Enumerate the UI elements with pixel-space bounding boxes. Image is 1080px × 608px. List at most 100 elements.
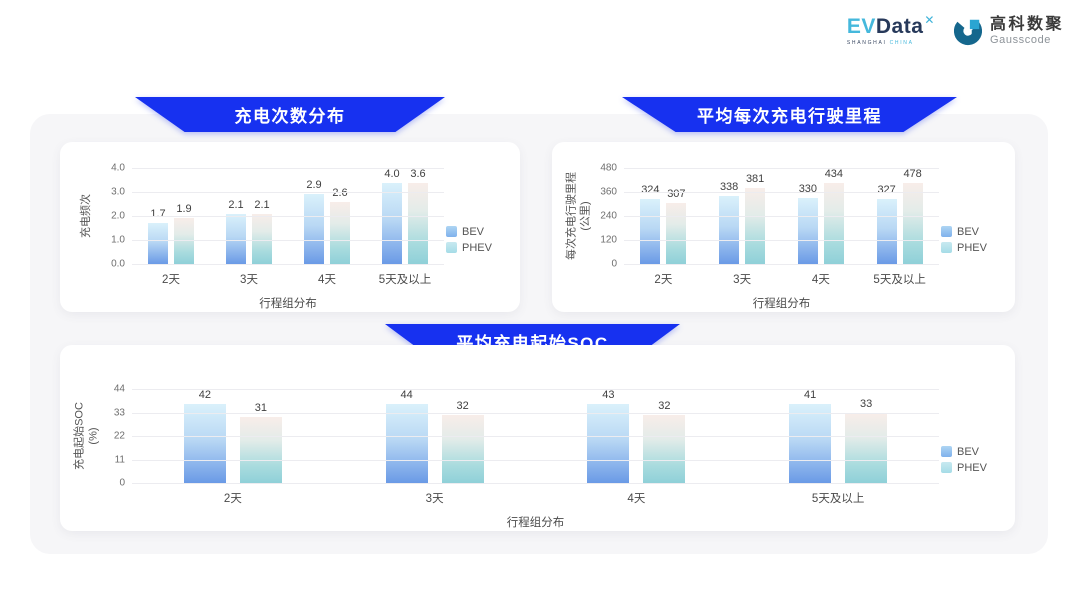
bar-value-label: 31 <box>254 401 267 414</box>
bar-wrap: 3.6 <box>408 168 428 264</box>
bar-group: 43 32 <box>536 389 738 483</box>
legend-item-bev[interactable]: BEV <box>446 226 506 238</box>
gausscode-en: Gausscode <box>989 33 1052 46</box>
bar-bev-3[interactable] <box>876 198 897 264</box>
bar-wrap: 32 <box>441 389 484 483</box>
legend-swatch-bev <box>941 226 952 237</box>
legend-label: PHEV <box>957 461 987 474</box>
bar-phev-2[interactable] <box>330 201 350 264</box>
evdata-ev-text: EV <box>846 15 876 38</box>
y-tick-label: 4.0 <box>111 162 125 174</box>
bar-bev-2[interactable] <box>304 194 324 264</box>
banner-mileage-per-charge: 平均每次充电行驶里程 <box>622 97 957 132</box>
bar-wrap: 43 <box>587 389 630 483</box>
bar-value-label: 1.9 <box>176 203 192 216</box>
bar-phev-3[interactable] <box>408 183 428 264</box>
bar-bev-0[interactable] <box>640 199 661 264</box>
gridline <box>132 216 444 217</box>
bar-value-label: 2.9 <box>306 179 322 192</box>
x-axis-title: 行程组分布 <box>752 298 811 310</box>
x-tick-label: 2天 <box>162 274 180 286</box>
bar-bev-3[interactable] <box>789 404 832 483</box>
y-tick-label: 3.0 <box>111 186 125 198</box>
y-axis-ticks: 44 33 22 11 0 <box>102 384 132 489</box>
bar-wrap: 1.7 <box>148 168 168 264</box>
y-tick-label: 44 <box>113 383 125 395</box>
bar-group: 42 31 <box>132 389 334 483</box>
bar-value-label: 1.7 <box>150 208 166 221</box>
bar-value-label: 381 <box>745 172 765 185</box>
gridline <box>132 459 939 461</box>
bar-bev-2[interactable] <box>587 404 630 483</box>
gridline <box>132 264 444 265</box>
x-tick-label: 2天 <box>654 274 673 286</box>
bar-bev-1[interactable] <box>385 404 428 483</box>
legend-swatch-bev <box>941 446 952 457</box>
y-tick-label: 2.0 <box>111 210 125 222</box>
gridline <box>132 412 939 414</box>
bar-wrap: 338 <box>719 168 740 264</box>
bar-phev-3[interactable] <box>902 183 923 264</box>
gausscode-logo: 高科数聚 Gausscode <box>953 16 1064 46</box>
legend-item-phev[interactable]: PHEV <box>941 242 1001 254</box>
legend-item-bev[interactable]: BEV <box>941 446 1001 458</box>
gridline <box>132 168 444 169</box>
bar-bev-3[interactable] <box>382 183 402 264</box>
bar-bev-1[interactable] <box>719 196 740 264</box>
bar-group: 44 32 <box>334 389 536 483</box>
legend-item-bev[interactable]: BEV <box>941 226 1001 238</box>
bar-bev-2[interactable] <box>797 198 818 264</box>
y-tick-label: 0 <box>611 258 617 270</box>
chart-card-charging-count: 充电频次 4.0 3.0 2.0 1.0 0.0 1.7 1.9 2.1 2.1 2.9 2.6 4… <box>60 142 520 312</box>
x-tick-label: 2天 <box>223 493 242 505</box>
x-tick-label: 4天 <box>627 493 646 505</box>
bar-group: 1.7 1.9 <box>132 168 210 264</box>
bar-phev-0[interactable] <box>239 416 282 483</box>
bar-value-label: 41 <box>804 389 817 401</box>
brand-header: EVData✕ SHANGHAI CHINA 高科数聚 Gausscode <box>846 14 1064 46</box>
plot-column: 1.7 1.9 2.1 2.1 2.9 2.6 4.0 3.6 2天 3天 4天 5天及以上 行程组… <box>132 168 444 311</box>
y-tick-label: 360 <box>600 186 617 198</box>
chart-card-start-soc: 充电起始SOC (%) 44 33 22 11 0 42 31 44 32 43 32 41 33 2… <box>60 345 1015 531</box>
bar-phev-1[interactable] <box>252 213 272 264</box>
bar-phev-1[interactable] <box>745 187 766 264</box>
x-axis-ticks: 2天 3天 4天 5天及以上 <box>132 271 444 287</box>
x-tick-label: 3天 <box>733 274 752 286</box>
bar-wrap: 2.6 <box>330 168 350 264</box>
y-tick-label: 22 <box>113 430 125 442</box>
legend-item-phev[interactable]: PHEV <box>941 462 1001 474</box>
bar-value-label: 327 <box>877 183 896 196</box>
bar-bev-1[interactable] <box>226 213 246 264</box>
bar-phev-2[interactable] <box>823 183 844 264</box>
bar-group: 338 381 <box>703 168 782 264</box>
gridline <box>624 264 939 265</box>
y-tick-label: 11 <box>114 454 125 465</box>
bar-value-label: 324 <box>641 184 660 197</box>
bar-value-label: 4.0 <box>384 168 400 180</box>
y-axis-title: 充电频次 <box>80 194 93 238</box>
bar-groups: 324 307 338 381 330 434 327 478 <box>624 168 939 264</box>
legend-item-phev[interactable]: PHEV <box>446 242 506 254</box>
bar-groups: 1.7 1.9 2.1 2.1 2.9 2.6 4.0 3.6 <box>132 168 444 264</box>
y-axis-title: 每次充电行驶里程 (公里) <box>565 172 591 260</box>
bar-value-label: 330 <box>798 183 818 195</box>
legend-swatch-phev <box>941 242 952 253</box>
legend: BEV PHEV <box>446 226 506 254</box>
bar-phev-1[interactable] <box>441 414 484 483</box>
plot-area: 324 307 338 381 330 434 327 478 <box>624 168 939 265</box>
y-axis-title-wrap: 每次充电行驶里程 (公里) <box>564 168 594 264</box>
bar-wrap: 33 <box>845 389 888 483</box>
bar-phev-0[interactable] <box>174 218 194 264</box>
legend-label: BEV <box>957 225 980 238</box>
bar-wrap: 2.1 <box>226 168 246 264</box>
bar-value-label: 33 <box>860 397 873 410</box>
evdata-logo: EVData✕ SHANGHAI CHINA <box>846 14 935 46</box>
bar-bev-0[interactable] <box>183 404 226 483</box>
bar-bev-0[interactable] <box>148 223 168 264</box>
x-axis-ticks: 2天 3天 4天 5天及以上 <box>132 490 939 506</box>
gridline <box>624 240 939 241</box>
bar-phev-3[interactable] <box>845 412 888 483</box>
bar-phev-2[interactable] <box>643 414 686 483</box>
bar-value-label: 2.1 <box>228 198 244 211</box>
bar-phev-0[interactable] <box>666 202 687 264</box>
